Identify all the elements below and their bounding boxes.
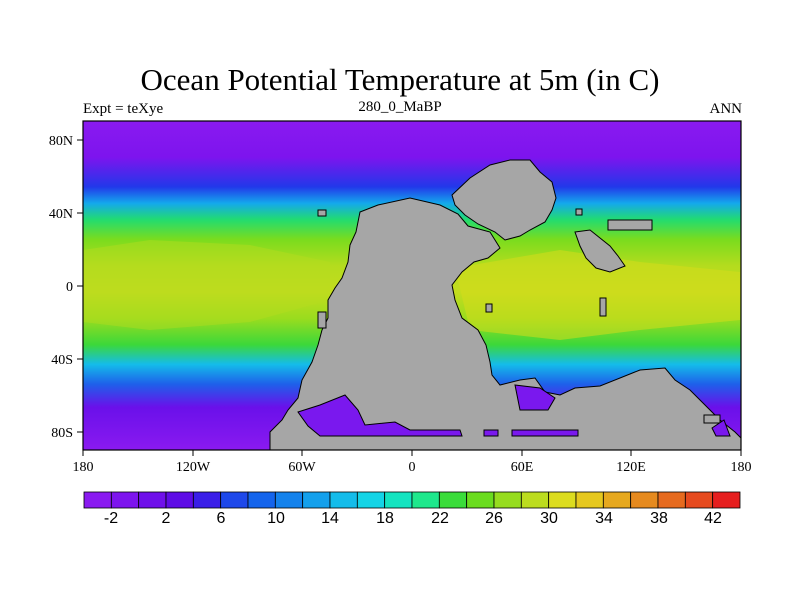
colorbar-box	[602, 491, 632, 509]
colorbar-label: -2	[104, 510, 118, 527]
colorbar-box	[575, 491, 604, 509]
colorbar-box	[548, 491, 577, 509]
colorbar-box	[657, 491, 686, 509]
colorbar-box	[520, 491, 550, 509]
x-tick-label: 120W	[176, 460, 211, 475]
y-tick-label: 80N	[49, 134, 73, 149]
colorbar-box	[83, 491, 112, 509]
x-tick-label: 60E	[511, 460, 534, 475]
colorbar-box	[220, 491, 249, 509]
colorbar-box	[329, 491, 358, 509]
colorbar-label: 26	[485, 510, 503, 527]
pacific-tongue	[83, 240, 330, 330]
colorbar-box	[630, 491, 659, 509]
land-northern-block	[451, 159, 557, 241]
island-6	[607, 219, 653, 231]
warm-pool-band	[455, 250, 740, 340]
colorbar-box	[411, 491, 440, 509]
colorbar-label: 38	[650, 510, 668, 527]
colorbar-box	[493, 491, 522, 509]
colorbar-label: 42	[704, 510, 722, 527]
colorbar-box	[356, 491, 386, 509]
colorbar-box	[384, 491, 413, 509]
x-tick-label: 180	[731, 460, 752, 475]
y-tick-label: 40N	[49, 207, 73, 222]
colorbar-box	[302, 491, 331, 509]
colorbar-label: 18	[376, 510, 394, 527]
chart-title: Ocean Potential Temperature at 5m (in C)	[140, 62, 660, 97]
colorbar	[83, 491, 741, 509]
colorbar-box	[712, 491, 741, 509]
colorbar-box	[684, 491, 714, 509]
colorbar-box	[138, 491, 167, 509]
colorbar-box	[247, 491, 276, 509]
time-label: 280_0_MaBP	[358, 99, 442, 115]
colorbar-box	[192, 491, 222, 509]
island-7	[703, 414, 721, 424]
y-tick-label: 40S	[51, 353, 73, 368]
colorbar-label: 14	[321, 510, 339, 527]
season-label: ANN	[709, 101, 743, 117]
x-tick-label: 120E	[616, 460, 646, 475]
colorbar-box	[165, 491, 194, 509]
colorbar-label: 2	[162, 510, 171, 527]
island-3	[599, 297, 607, 317]
land-main-continent	[269, 197, 742, 451]
land-east-block	[574, 229, 626, 273]
colorbar-box	[110, 491, 140, 509]
y-tick-label: 0	[66, 280, 73, 295]
colorbar-box	[438, 491, 468, 509]
tick-marks	[77, 139, 742, 456]
antarctic-cold-water	[297, 384, 731, 437]
colorbar-label: 34	[595, 510, 613, 527]
colorbar-label: 22	[431, 510, 449, 527]
x-tick-label: 0	[409, 460, 416, 475]
x-tick-label: 180	[73, 460, 94, 475]
island-4	[317, 311, 327, 329]
experiment-label: Expt = teXye	[83, 101, 164, 117]
land-masses	[269, 159, 742, 451]
colorbar-label: 30	[540, 510, 558, 527]
colorbar-label: 10	[267, 510, 285, 527]
colorbar-box	[466, 491, 495, 509]
x-tick-label: 60W	[288, 460, 316, 475]
colorbar-label: 6	[217, 510, 226, 527]
y-tick-label: 80S	[51, 426, 73, 441]
island-5	[485, 303, 493, 313]
colorbar-box	[274, 491, 304, 509]
island-2	[575, 208, 583, 216]
island-1	[317, 209, 327, 217]
